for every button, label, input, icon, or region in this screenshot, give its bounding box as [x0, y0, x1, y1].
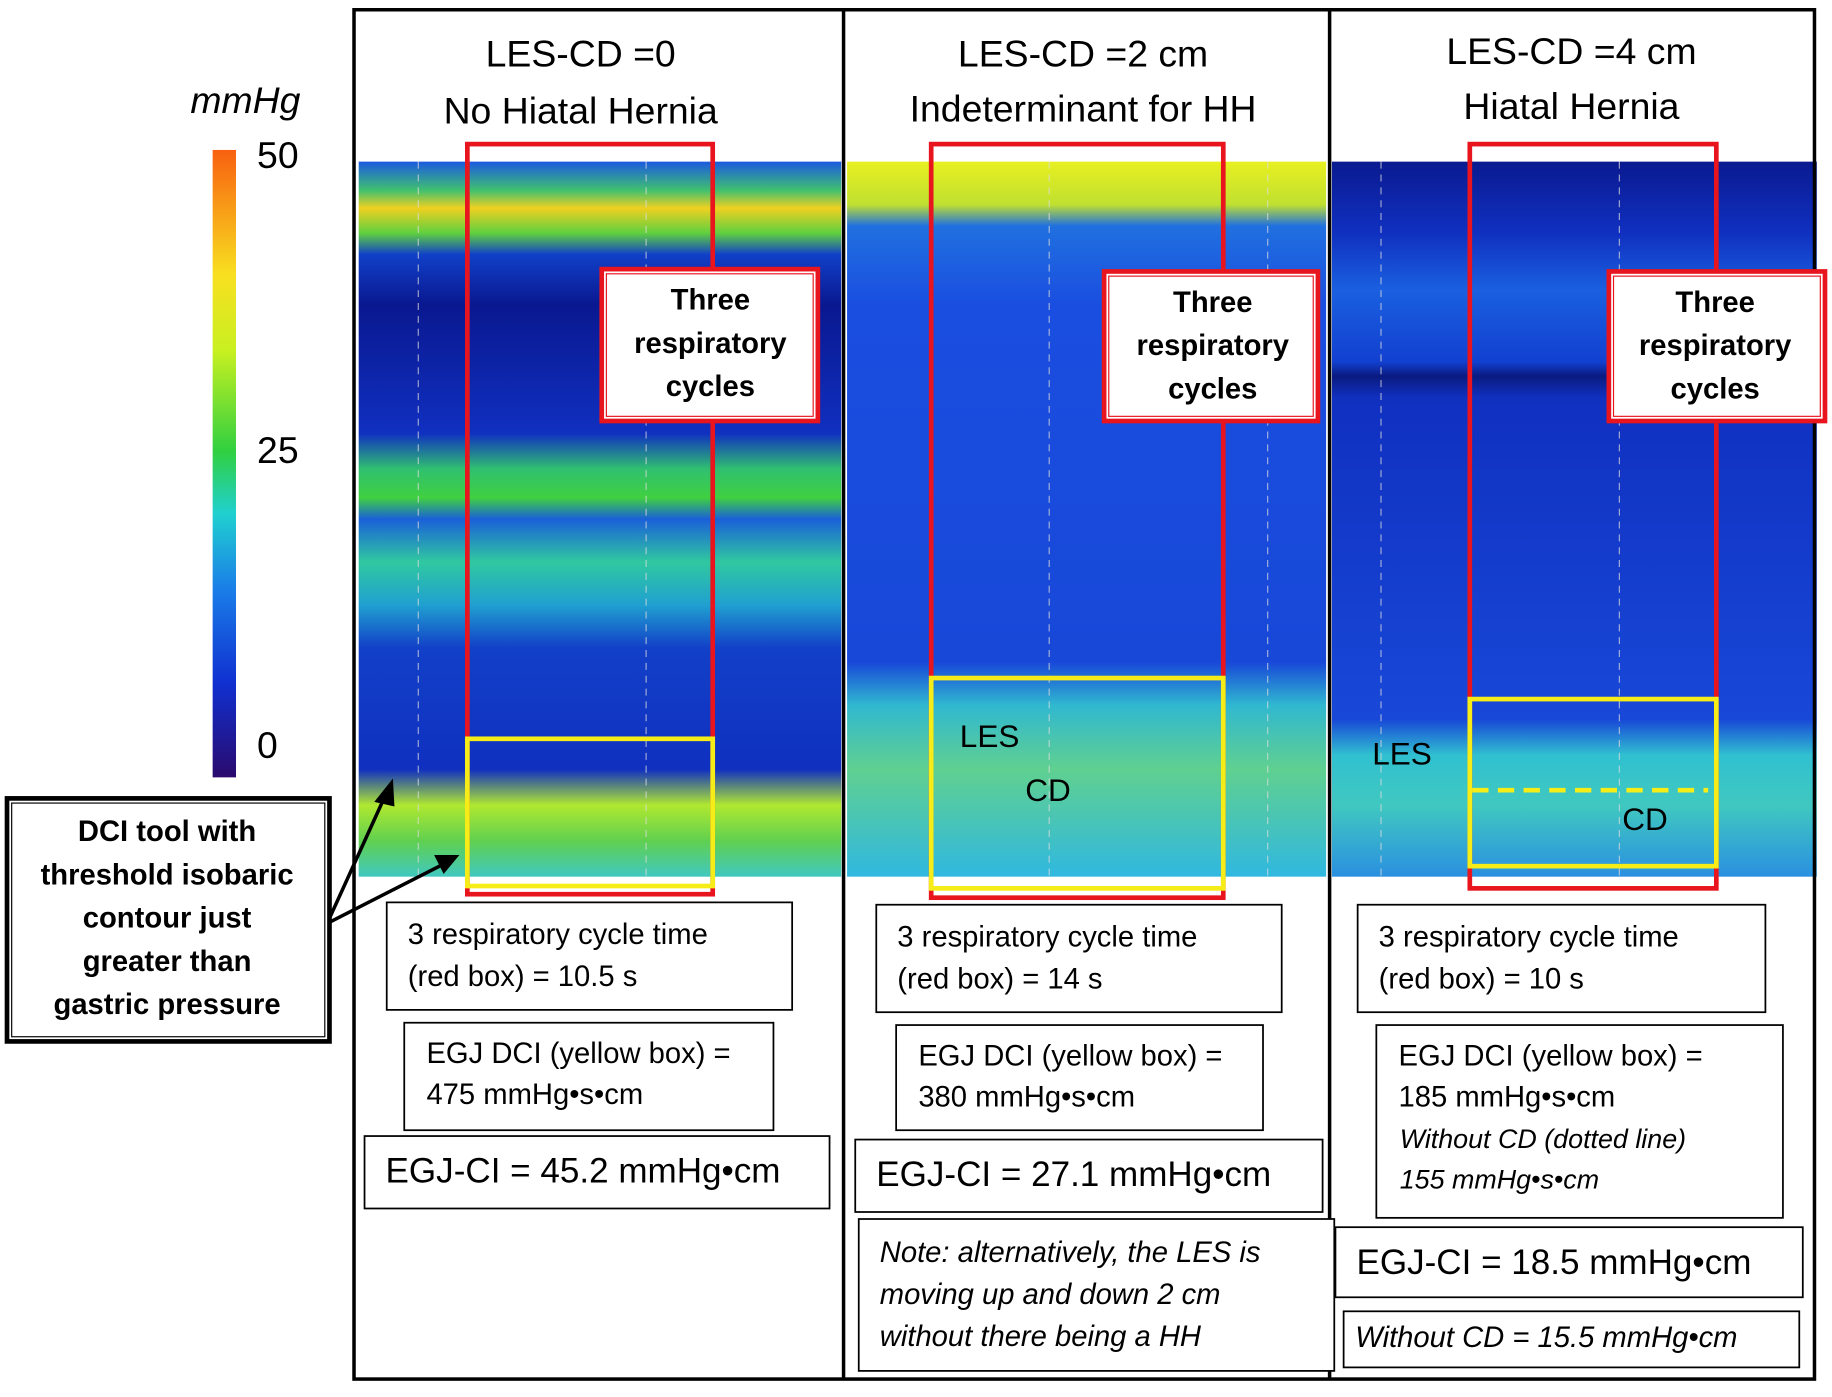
text-box — [1606, 269, 1828, 424]
text-box — [385, 901, 794, 1011]
red-box-label: Three — [1173, 287, 1252, 319]
labels: mmHg 50 25 0 DCI tool with threshold isobaric… — [4, 30, 1828, 1372]
red-box-label: respiratory — [634, 328, 787, 360]
dci-without-cd: 155 mmHg•s•cm — [1400, 1165, 1599, 1195]
dci: 380 mmHg•s•cm — [918, 1081, 1135, 1113]
annotation-line: DCI tool with — [78, 816, 256, 848]
text-box-inner — [11, 802, 326, 1038]
egj-ci-without-cd: Without CD = 15.5 mmHg•cm — [1355, 1322, 1737, 1354]
cycle-time: 3 respiratory cycle time — [1379, 921, 1679, 953]
panel-title: LES-CD =0 — [486, 32, 676, 74]
red-box — [465, 141, 716, 897]
panel-title: Hiatal Hernia — [1463, 85, 1679, 127]
red-box — [1467, 141, 1719, 891]
egj-ci: EGJ-CI = 45.2 mmHg•cm — [386, 1152, 781, 1191]
plot-label: LES — [1372, 736, 1432, 772]
yellow-box — [465, 736, 716, 889]
note: Note: alternatively, the LES is — [880, 1237, 1261, 1269]
annotation-line: gastric pressure — [54, 989, 281, 1021]
dci: 475 mmHg•s•cm — [426, 1079, 643, 1111]
red-box-label: cycles — [1671, 373, 1760, 405]
cycle-time: (red box) = 10.5 s — [408, 961, 638, 993]
dci: EGJ DCI (yellow box) = — [918, 1040, 1222, 1072]
text-box — [1334, 1226, 1804, 1299]
annotation-line: threshold isobaric — [41, 859, 294, 891]
text-box — [1342, 1310, 1801, 1369]
colorbar-tick-label: 50 — [257, 134, 299, 176]
cycle-time: 3 respiratory cycle time — [897, 921, 1197, 953]
text-box — [599, 266, 821, 424]
note: moving up and down 2 cm — [880, 1279, 1221, 1311]
frame — [352, 7, 1817, 1381]
panel-title: Indeterminant for HH — [910, 87, 1257, 129]
annotation-line: contour just — [83, 903, 252, 935]
text-box — [1356, 903, 1767, 1014]
text-box-inner — [1108, 275, 1314, 417]
cycle-time: 3 respiratory cycle time — [408, 919, 708, 951]
heatmaps — [358, 161, 1817, 877]
colorbar-tick-label: 25 — [257, 429, 299, 471]
cycle-time: (red box) = 10 s — [1379, 963, 1584, 995]
colorbar-tick-label: 0 — [257, 724, 278, 766]
yellow-box — [1467, 696, 1719, 869]
text-box — [4, 796, 332, 1044]
dci: EGJ DCI (yellow box) = — [1399, 1040, 1703, 1072]
boxes — [465, 141, 1719, 901]
dci: EGJ DCI (yellow box) = — [426, 1038, 730, 1070]
colorbar — [212, 149, 237, 778]
text-box — [363, 1135, 831, 1210]
red-box-label: Three — [1675, 287, 1754, 319]
text-box — [1375, 1024, 1784, 1219]
plot-label: CD — [1622, 801, 1668, 837]
text-box-inner — [1612, 275, 1821, 417]
red-box — [928, 141, 1226, 901]
red-box-label: respiratory — [1137, 330, 1290, 362]
colorbar-unit: mmHg — [190, 79, 300, 121]
text-box — [875, 903, 1283, 1014]
panel-title: LES-CD =4 cm — [1446, 30, 1696, 72]
egj-ci: EGJ-CI = 27.1 mmHg•cm — [876, 1155, 1271, 1194]
dci: 185 mmHg•s•cm — [1399, 1081, 1616, 1113]
red-box-label: Three — [671, 285, 750, 317]
cycle-time: (red box) = 14 s — [897, 963, 1102, 995]
plot-label: CD — [1025, 772, 1071, 808]
panel-title: LES-CD =2 cm — [958, 32, 1208, 74]
text-box — [857, 1218, 1336, 1372]
egj-ci: EGJ-CI = 18.5 mmHg•cm — [1356, 1243, 1751, 1282]
text-box — [895, 1024, 1264, 1132]
red-box-label: cycles — [1168, 373, 1257, 405]
arrows — [325, 778, 460, 925]
text-box — [1101, 269, 1321, 424]
annotation-line: greater than — [83, 946, 252, 978]
text-box-inner — [605, 273, 814, 417]
red-box-label: cycles — [666, 371, 755, 403]
dci-without-cd: Without CD (dotted line) — [1400, 1124, 1686, 1154]
heatmap — [847, 161, 1327, 877]
yellow-box — [928, 675, 1226, 891]
text-box — [403, 1021, 775, 1132]
note: without there being a HH — [880, 1321, 1202, 1353]
plot-label: LES — [960, 718, 1020, 754]
red-box-label: respiratory — [1639, 330, 1792, 362]
panel-title: No Hiatal Hernia — [444, 90, 718, 132]
text-box — [854, 1138, 1324, 1213]
